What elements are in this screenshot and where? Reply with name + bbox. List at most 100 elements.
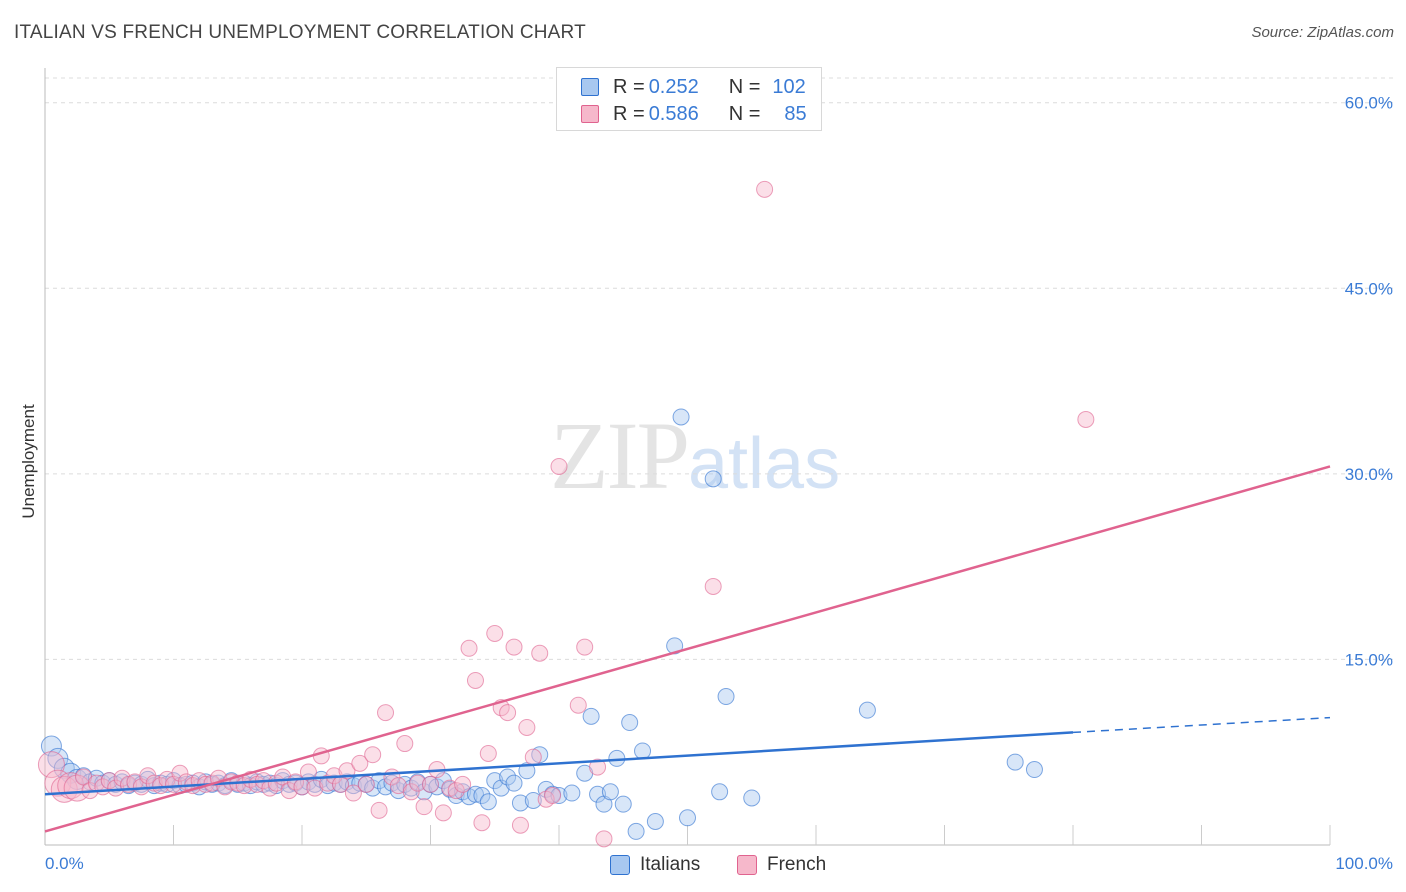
french-point [434, 804, 452, 822]
french-legend-swatch [737, 855, 757, 875]
italians-point [563, 784, 581, 802]
italians-point [582, 707, 600, 725]
r-label: R = [613, 102, 645, 125]
italians-point [40, 735, 62, 757]
italians-point [370, 772, 388, 790]
legend-item-french[interactable]: French [737, 852, 826, 878]
y-tick-label: 15.0% [1345, 650, 1393, 669]
french-point [280, 782, 298, 800]
x-tick-label: 0.0% [45, 854, 84, 873]
french-point [422, 775, 439, 793]
french-point [486, 624, 504, 642]
legend-label-french: French [767, 854, 827, 875]
italians-point [717, 688, 735, 706]
r-label: R = [613, 75, 645, 98]
french-point [415, 798, 433, 816]
french-trend-line [44, 465, 1331, 833]
french-point [473, 814, 491, 832]
legend-item-italians[interactable]: Italians [610, 852, 700, 878]
watermark-zip: ZIP [550, 402, 690, 509]
french-point [589, 758, 607, 776]
y-axis-label: Unemployment [19, 404, 38, 519]
italians-point [743, 789, 761, 807]
french-point [499, 704, 517, 722]
french-point [409, 774, 427, 792]
italians-point [601, 783, 619, 801]
stats-legend-row-french: R = 0.586 N = 85 [581, 101, 807, 127]
italians-point [550, 787, 568, 805]
n-label: N = [728, 75, 761, 98]
y-tick-label: 60.0% [1345, 94, 1393, 113]
watermark-atlas: atlas [688, 424, 841, 504]
french-point [402, 783, 420, 801]
italians-point [704, 470, 722, 488]
french-point [370, 801, 388, 819]
french-point [576, 638, 594, 656]
italians-legend-swatch [610, 855, 630, 875]
italians-point [389, 782, 407, 800]
french-point [107, 779, 125, 797]
french-point [524, 748, 542, 766]
french-point [479, 744, 497, 762]
french-point [454, 775, 472, 793]
french-point [756, 180, 774, 198]
n-value: 85 [784, 102, 807, 125]
italians-point [679, 809, 696, 827]
french-point [595, 830, 613, 848]
italians-trend-extension [1072, 716, 1331, 734]
french-point [377, 704, 395, 722]
italians-point [621, 714, 639, 732]
chart-title: ITALIAN VS FRENCH UNEMPLOYMENT CORRELATI… [14, 22, 586, 43]
y-tick-label: 30.0% [1345, 465, 1393, 484]
stats-legend-row-italians: R = 0.252 N = 102 [581, 74, 806, 100]
french-point [357, 775, 375, 793]
french-point [511, 816, 529, 834]
italians-point [473, 787, 491, 805]
stats-legend: R = 0.252 N = 102 R = 0.586 N = 85 [556, 67, 822, 131]
n-value: 102 [772, 75, 806, 98]
italians-point [614, 795, 632, 813]
italians-point [47, 747, 69, 769]
legend-label-italians: Italians [640, 854, 701, 875]
french-point [518, 718, 536, 736]
french-point [460, 639, 478, 657]
italians-point [858, 701, 876, 719]
italians-point [672, 408, 690, 426]
r-value: 0.586 [648, 102, 699, 125]
x-tick-label: 100.0% [1335, 854, 1393, 873]
italians-point [466, 785, 484, 803]
italians-point [589, 785, 607, 803]
french-point [306, 779, 324, 797]
n-label: N = [728, 102, 761, 125]
italians-point [627, 822, 645, 840]
french-point [299, 763, 317, 781]
french-point [396, 735, 414, 753]
french-point [113, 769, 131, 787]
french-point [704, 577, 722, 595]
italians-point [499, 768, 517, 786]
french-point [466, 671, 484, 689]
italians-point [524, 791, 542, 809]
y-tick-label: 45.0% [1345, 279, 1393, 298]
french-point [544, 787, 562, 805]
italians-point [479, 793, 497, 811]
source-label: Source: ZipAtlas.com [1251, 24, 1394, 41]
french-point [447, 782, 465, 800]
french-point [531, 644, 549, 662]
watermark: ZIPatlas [550, 400, 840, 511]
french-point [37, 751, 65, 779]
italians-point [325, 774, 343, 792]
french-point [364, 746, 382, 764]
italians-swatch [581, 78, 599, 96]
french-point [351, 754, 369, 772]
french-point [344, 784, 362, 802]
italians-trend-line [44, 731, 1074, 796]
italians-point [634, 742, 652, 760]
french-point [1077, 410, 1095, 428]
french-point [550, 457, 568, 475]
french-point [171, 764, 189, 782]
italians-point [505, 774, 523, 792]
french-swatch [581, 105, 599, 123]
italians-point [646, 812, 664, 830]
